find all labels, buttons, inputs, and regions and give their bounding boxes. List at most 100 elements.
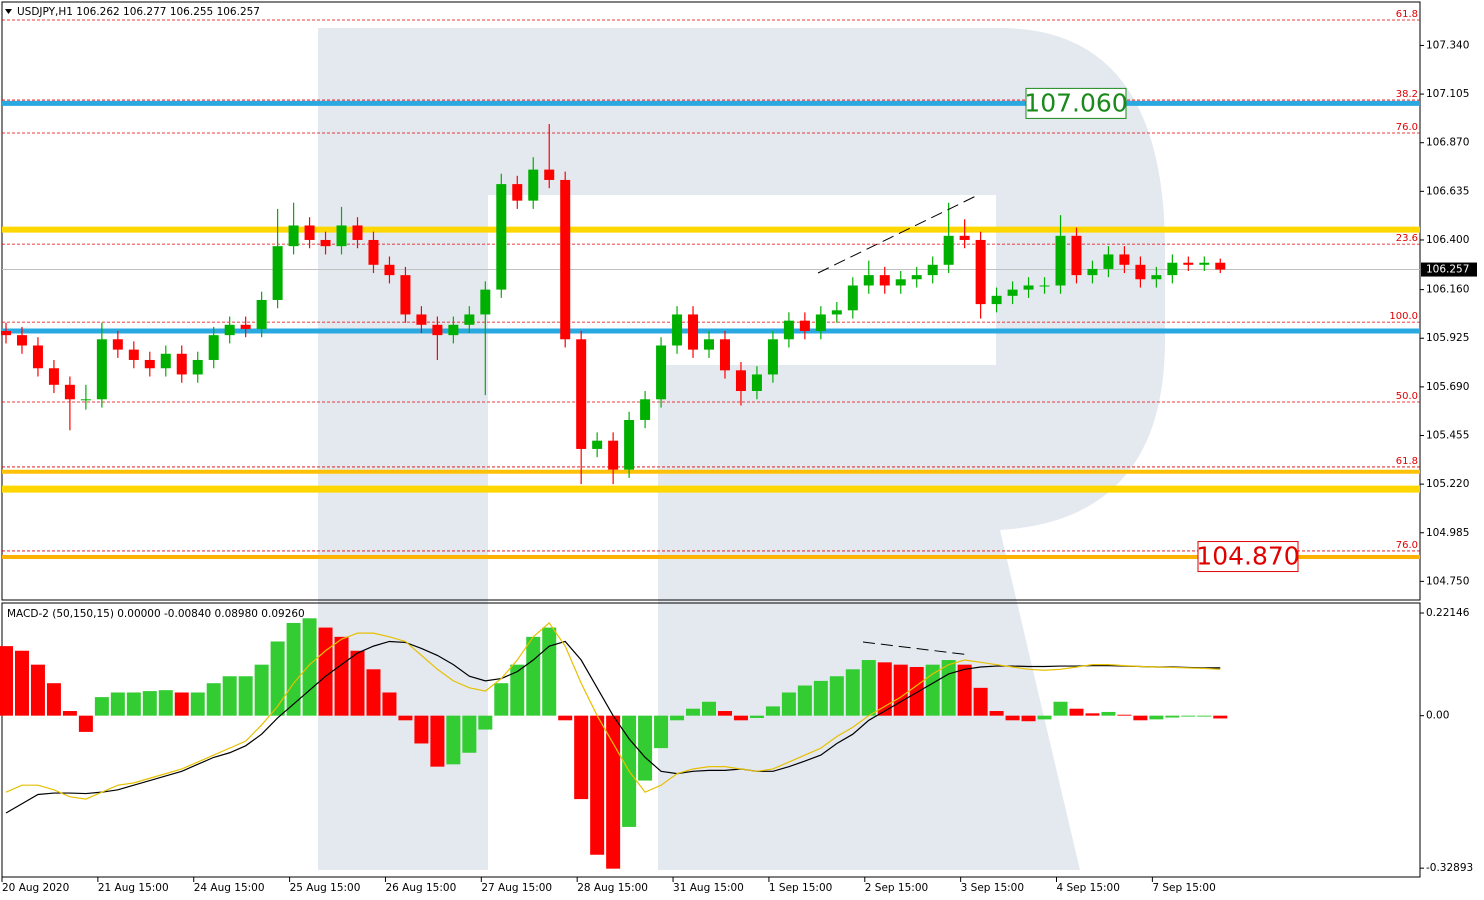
macd-panel-frame: [1, 602, 1421, 878]
candle-body: [464, 314, 475, 325]
candle-body: [895, 279, 906, 286]
y-tick-label: 106.160: [1426, 284, 1469, 296]
macd-histogram-bar: [190, 692, 205, 716]
level-price-label: 107.060: [1024, 88, 1127, 117]
price-layer: 61.8 38.2 76.0 23.6 100.0 50.0 61.8 76.0 107.060…: [0, 9, 1477, 587]
last-price-tag: [1421, 262, 1477, 277]
candle-body: [256, 299, 267, 329]
candle-body: [624, 419, 635, 470]
y-tick-label: 107.105: [1426, 88, 1469, 100]
candle-body: [815, 314, 826, 332]
fib-label: 76.0: [1396, 540, 1418, 551]
candle-body: [640, 399, 651, 420]
chart-title: USDJPY,H1 106.262 106.277 106.255 106.25…: [17, 6, 260, 18]
candle-body: [352, 225, 363, 240]
macd-histogram-bar: [702, 701, 717, 716]
level-price-box: [1197, 541, 1299, 573]
candle-body: [783, 320, 794, 340]
candle-body: [1183, 262, 1194, 265]
candle-body: [608, 440, 619, 470]
candle-body: [576, 339, 587, 449]
candle-body: [528, 169, 539, 201]
candle-body: [1199, 262, 1210, 265]
macd-histogram-bar: [1053, 701, 1068, 716]
symbol-menu-arrow[interactable]: [5, 9, 12, 14]
macd-histogram-bar: [510, 664, 525, 716]
candle-body: [1039, 285, 1050, 287]
y-tick-label: 104.985: [1426, 527, 1469, 539]
macd-histogram-bar: [62, 711, 77, 716]
x-tick-label: 2 Sep 15:00: [865, 882, 928, 894]
macd-histogram-bar: [638, 715, 653, 781]
macd-histogram-bar: [142, 691, 157, 716]
macd-title: MACD-2 (50,150,15) 0.00000 -0.00840 0.08…: [7, 608, 305, 620]
y-tick-label: 105.925: [1426, 332, 1469, 344]
x-tick-label: 4 Sep 15:00: [1057, 882, 1120, 894]
candle-body: [48, 368, 59, 385]
candle-body: [1007, 289, 1018, 296]
macd-histogram-bar: [1133, 715, 1148, 721]
macd-histogram-bar: [957, 664, 972, 716]
macd-histogram-bar: [1165, 715, 1180, 718]
macd-histogram-bar: [574, 715, 589, 800]
candle-body: [1167, 262, 1178, 276]
macd-histogram-bar: [670, 715, 685, 721]
level-price-label: 104.870: [1196, 542, 1299, 571]
candle-body: [1087, 268, 1098, 276]
macd-histogram-bar: [414, 715, 429, 744]
y-tick-label: -0.32893: [1426, 862, 1473, 874]
macd-histogram-bar: [158, 690, 173, 716]
candle-body: [336, 225, 347, 247]
y-tick-label: 104.750: [1426, 575, 1469, 587]
candle-body: [208, 335, 219, 360]
candle-body: [64, 384, 75, 400]
fib-label: 61.8: [1396, 9, 1418, 20]
level-price-box: [1025, 87, 1127, 119]
macd-histogram-bar: [126, 692, 141, 716]
candle-body: [751, 374, 762, 392]
macd-histogram-bar: [350, 650, 365, 716]
candle-body: [911, 275, 922, 280]
macd-histogram-bar: [1085, 713, 1100, 716]
candle-body: [512, 184, 523, 201]
candle-body: [480, 289, 491, 315]
candle-body: [176, 353, 187, 375]
macd-line: [5, 622, 1221, 800]
macd-histogram-bar: [462, 715, 477, 753]
candle-body: [192, 359, 203, 375]
fib-label: 61.8: [1396, 456, 1418, 467]
main-panel-frame: [1, 1, 1421, 601]
candle-body: [592, 440, 603, 449]
macd-histogram-bar: [1069, 708, 1084, 716]
candle-body: [240, 324, 251, 329]
macd-histogram-bar: [382, 692, 397, 716]
candle-body: [975, 239, 986, 305]
macd-histogram-bar: [238, 676, 253, 716]
candle-body: [16, 335, 27, 346]
macd-histogram-bar: [206, 683, 221, 716]
candle-body: [272, 246, 283, 300]
candle-body: [320, 239, 331, 247]
macd-histogram-bar: [717, 711, 732, 716]
x-tick-label: 21 Aug 15:00: [98, 882, 169, 894]
y-tick-label: 105.455: [1426, 429, 1469, 441]
candle-body: [1103, 254, 1114, 269]
candle-body: [384, 264, 395, 276]
macd-histogram-bar: [526, 636, 541, 716]
macd-histogram-bar: [1101, 711, 1116, 716]
macd-histogram-bar: [0, 646, 13, 716]
macd-histogram-bar: [877, 662, 892, 716]
candle-body: [719, 339, 730, 371]
macd-line: [5, 640, 1221, 814]
x-tick-label: 7 Sep 15:00: [1152, 882, 1215, 894]
macd-histogram-bar: [813, 680, 828, 716]
macd-histogram-bar: [1181, 715, 1196, 717]
watermark-r-bowl: [318, 28, 1165, 870]
candle-body: [927, 264, 938, 276]
y-tick-label: 105.220: [1426, 478, 1469, 490]
macd-histogram-bar: [542, 627, 557, 716]
macd-histogram-bar: [318, 627, 333, 716]
candle-body: [767, 339, 778, 375]
x-tick-label: 25 Aug 15:00: [290, 882, 361, 894]
candle-body: [0, 331, 11, 336]
